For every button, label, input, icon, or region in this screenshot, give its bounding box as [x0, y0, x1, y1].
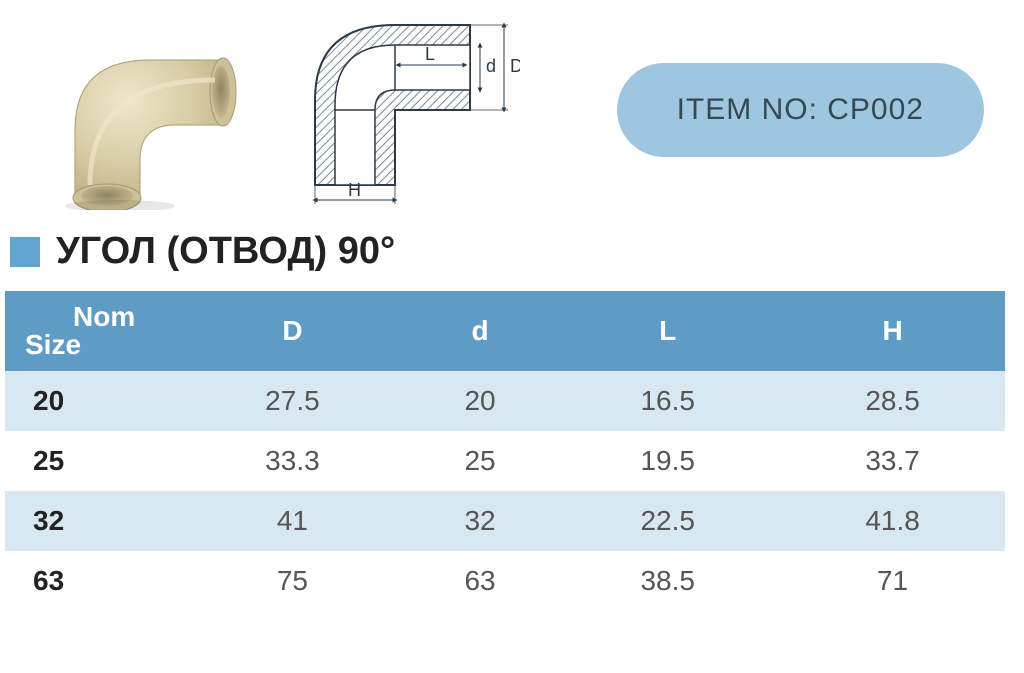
- cell-d: 20: [405, 371, 555, 431]
- schematic-label-L: L: [425, 44, 435, 64]
- top-row: L d D H ITEM NO: CP002: [0, 0, 1024, 230]
- title-row: УГОЛ (ОТВОД) 90°: [0, 230, 1024, 291]
- cell-D: 27.5: [180, 371, 405, 431]
- col-header-H: H: [780, 291, 1005, 371]
- cell-D: 33.3: [180, 431, 405, 491]
- cell-nom: 20: [5, 371, 180, 431]
- cell-L: 16.5: [555, 371, 780, 431]
- col-header-L: L: [555, 291, 780, 371]
- cell-d: 25: [405, 431, 555, 491]
- spec-table-header: NomSizeDdLH: [5, 291, 1005, 371]
- cell-nom: 25: [5, 431, 180, 491]
- schematic-label-d: d: [486, 56, 496, 76]
- spec-table-body: 2027.52016.528.52533.32519.533.732413222…: [5, 371, 1005, 611]
- col-header-D: D: [180, 291, 405, 371]
- cell-D: 41: [180, 491, 405, 551]
- product-photo: [20, 10, 240, 210]
- table-row: 63756338.571: [5, 551, 1005, 611]
- col-header-nom: NomSize: [5, 291, 180, 371]
- cell-H: 33.7: [780, 431, 1005, 491]
- schematic-label-H: H: [348, 180, 361, 200]
- cell-nom: 63: [5, 551, 180, 611]
- cell-d: 63: [405, 551, 555, 611]
- cell-L: 38.5: [555, 551, 780, 611]
- table-row: 32413222.541.8: [5, 491, 1005, 551]
- item-number-badge: ITEM NO: CP002: [617, 63, 984, 157]
- table-row: 2027.52016.528.5: [5, 371, 1005, 431]
- cell-H: 71: [780, 551, 1005, 611]
- product-title: УГОЛ (ОТВОД) 90°: [56, 230, 395, 273]
- cell-D: 75: [180, 551, 405, 611]
- cell-d: 32: [405, 491, 555, 551]
- cell-H: 28.5: [780, 371, 1005, 431]
- schematic-label-D: D: [510, 56, 520, 76]
- cell-H: 41.8: [780, 491, 1005, 551]
- cell-nom: 32: [5, 491, 180, 551]
- title-marker-icon: [10, 237, 40, 267]
- cell-L: 22.5: [555, 491, 780, 551]
- table-row: 2533.32519.533.7: [5, 431, 1005, 491]
- cell-L: 19.5: [555, 431, 780, 491]
- schematic-diagram: L d D H: [280, 10, 520, 210]
- spec-table: NomSizeDdLH 2027.52016.528.52533.32519.5…: [5, 291, 1005, 611]
- col-header-d: d: [405, 291, 555, 371]
